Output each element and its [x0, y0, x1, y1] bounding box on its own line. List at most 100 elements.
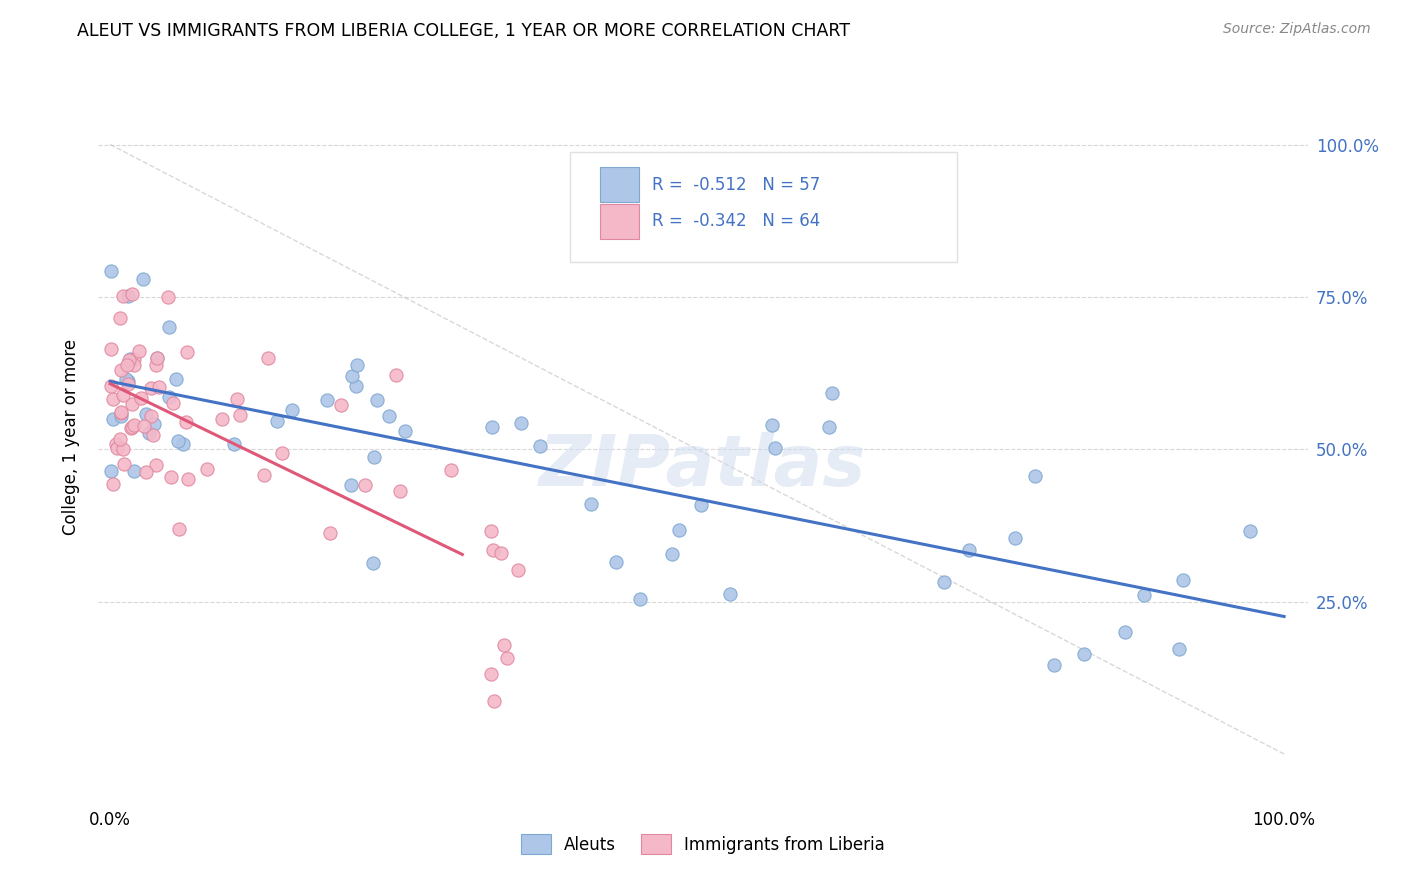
Point — [112, 288, 135, 302]
Point — [139, 380, 162, 394]
Point — [690, 498, 713, 512]
Point — [661, 547, 683, 561]
Legend: Aleuts, Immigrants from Liberia: Aleuts, Immigrants from Liberia — [515, 828, 891, 860]
Text: R =  -0.512   N = 57: R = -0.512 N = 57 — [652, 176, 821, 194]
Point — [135, 466, 157, 480]
Point — [110, 405, 132, 419]
Point — [346, 358, 368, 372]
Point — [316, 393, 339, 408]
Point — [132, 271, 155, 285]
Point — [118, 353, 141, 368]
Point — [628, 592, 651, 607]
Point — [481, 667, 503, 681]
Point — [270, 446, 292, 460]
Point — [167, 523, 190, 537]
Point — [319, 525, 342, 540]
Point — [115, 358, 138, 372]
Point — [100, 343, 122, 357]
Point — [378, 409, 401, 423]
FancyBboxPatch shape — [569, 152, 957, 261]
Point — [1043, 658, 1066, 673]
Point — [718, 587, 741, 601]
Point — [1004, 531, 1026, 545]
Point — [482, 543, 505, 558]
Point — [761, 418, 783, 433]
Point — [162, 396, 184, 410]
Point — [111, 387, 134, 401]
Point — [100, 379, 122, 393]
Point — [128, 343, 150, 358]
Point — [108, 432, 131, 446]
Point — [1024, 469, 1046, 483]
Text: ALEUT VS IMMIGRANTS FROM LIBERIA COLLEGE, 1 YEAR OR MORE CORRELATION CHART: ALEUT VS IMMIGRANTS FROM LIBERIA COLLEGE… — [77, 22, 851, 40]
Point — [821, 386, 844, 401]
Point — [177, 472, 200, 486]
Point — [104, 437, 127, 451]
Point — [529, 439, 551, 453]
Point — [121, 420, 143, 434]
Point — [344, 379, 367, 393]
Bar — [600, 203, 638, 239]
Bar — [600, 167, 638, 202]
Point — [117, 288, 139, 302]
Point — [509, 417, 531, 431]
Point — [120, 421, 142, 435]
Point — [229, 408, 252, 422]
Point — [668, 524, 690, 538]
Point — [496, 651, 519, 665]
Point — [1239, 524, 1261, 538]
Point — [932, 575, 955, 590]
Point — [957, 542, 980, 557]
Point — [363, 556, 385, 570]
Point — [1168, 642, 1191, 657]
Point — [581, 497, 603, 511]
Point — [108, 310, 131, 325]
Point — [114, 371, 136, 385]
Point — [105, 442, 128, 456]
Point — [481, 419, 503, 434]
Point — [172, 437, 194, 451]
Point — [385, 368, 408, 383]
Point — [142, 417, 165, 432]
Text: Source: ZipAtlas.com: Source: ZipAtlas.com — [1223, 22, 1371, 37]
Point — [139, 409, 162, 424]
Point — [280, 402, 302, 417]
Point — [160, 469, 183, 483]
Point — [110, 406, 132, 420]
Point — [110, 363, 132, 377]
Point — [366, 392, 388, 407]
Text: ZIPatlas: ZIPatlas — [540, 432, 866, 500]
Point — [118, 351, 141, 366]
Point — [817, 419, 839, 434]
Point — [135, 407, 157, 421]
Point — [363, 450, 385, 464]
Point — [145, 458, 167, 473]
Point — [1114, 625, 1136, 640]
Point — [340, 369, 363, 384]
Point — [225, 392, 247, 407]
Point — [492, 638, 515, 652]
Text: R =  -0.342   N = 64: R = -0.342 N = 64 — [652, 212, 821, 230]
Point — [117, 374, 139, 388]
Y-axis label: College, 1 year or more: College, 1 year or more — [62, 339, 80, 535]
Point — [138, 425, 160, 440]
Point — [266, 414, 288, 428]
Point — [101, 392, 124, 406]
Point — [129, 391, 152, 405]
Point — [211, 412, 233, 426]
Point — [111, 442, 134, 456]
Point — [122, 358, 145, 372]
Point — [100, 464, 122, 478]
Point — [1173, 573, 1195, 587]
Point — [145, 358, 167, 372]
Point — [142, 427, 165, 442]
Point — [157, 390, 180, 404]
Point — [101, 412, 124, 426]
Point — [508, 563, 530, 577]
Point — [482, 694, 505, 708]
Point — [394, 425, 416, 439]
Point — [122, 351, 145, 366]
Point — [121, 287, 143, 301]
Point — [339, 478, 361, 492]
Point — [329, 398, 352, 412]
